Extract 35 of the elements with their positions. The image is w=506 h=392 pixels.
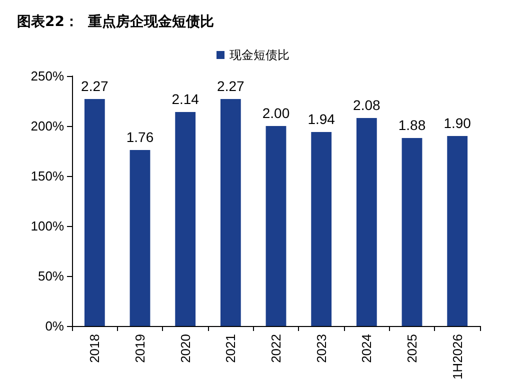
- x-tick-label: 2018: [87, 334, 102, 363]
- data-label: 1.94: [308, 111, 336, 127]
- y-tick-label: 150%: [30, 168, 64, 184]
- bar: [266, 126, 286, 326]
- x-tick-label: 2019: [132, 334, 148, 363]
- x-tick-label: 2025: [404, 334, 420, 363]
- data-label: 2.14: [172, 91, 200, 107]
- bar: [175, 112, 196, 326]
- data-label: 2.27: [217, 78, 245, 94]
- y-tick-label: 250%: [30, 68, 64, 84]
- x-tick-label: 2022: [268, 334, 284, 363]
- bar: [220, 99, 241, 326]
- data-label: 1.90: [444, 115, 472, 131]
- x-tick-label: 2021: [223, 334, 238, 363]
- y-tick-label: 0%: [45, 318, 64, 334]
- x-tick-label: 1H2026: [450, 334, 465, 380]
- y-tick-label: 50%: [38, 268, 64, 284]
- x-tick-label: 2023: [314, 334, 329, 363]
- chart-title: 图表22： 重点房企现金短债比: [17, 13, 214, 30]
- data-label: 1.76: [126, 129, 154, 145]
- data-label: 2.08: [353, 97, 381, 113]
- x-tick-label: 2024: [359, 334, 374, 363]
- y-tick-label: 100%: [30, 218, 64, 234]
- bar: [84, 99, 105, 326]
- legend-label: 现金短债比: [230, 48, 290, 62]
- data-label: 2.00: [262, 105, 290, 121]
- bar: [356, 118, 377, 326]
- bar: [447, 136, 468, 326]
- data-label: 2.27: [81, 78, 109, 94]
- bar: [130, 150, 150, 326]
- y-tick-label: 200%: [30, 118, 64, 134]
- bar: [311, 132, 332, 326]
- data-label: 1.88: [398, 117, 426, 133]
- bar: [402, 138, 422, 326]
- x-tick-label: 2020: [178, 334, 193, 363]
